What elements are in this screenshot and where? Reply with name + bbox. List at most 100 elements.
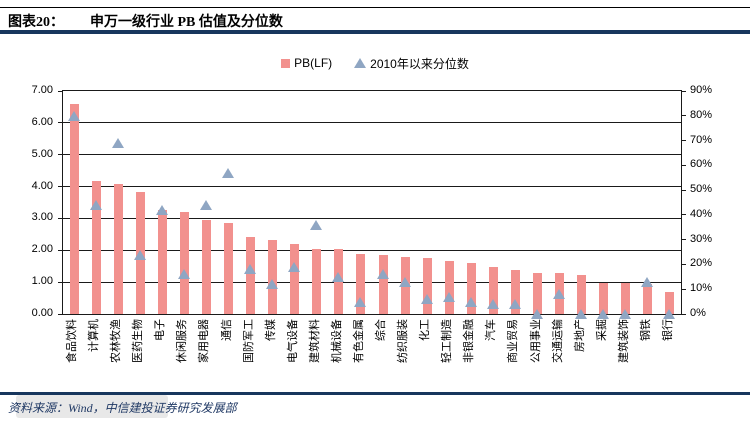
- legend-item-pb: PB(LF): [281, 56, 332, 70]
- x-axis-category-label: 非银金融: [463, 319, 476, 363]
- right-axis-tick-label: 0%: [690, 307, 706, 319]
- pb-bar: [91, 181, 101, 314]
- legend-label-percentile: 2010年以来分位数: [370, 56, 469, 71]
- percentile-marker-icon: [597, 309, 610, 319]
- x-axis-category-label: 休闲服务: [176, 319, 189, 363]
- x-axis-category-label: 综合: [375, 319, 388, 341]
- gridline: [63, 281, 681, 283]
- x-axis-category-label: 传媒: [264, 319, 277, 341]
- percentile-marker-icon: [199, 199, 212, 210]
- pb-bar: [599, 282, 609, 314]
- percentile-marker-icon: [376, 269, 389, 280]
- left-axis-tick: [58, 122, 62, 124]
- percentile-marker-icon: [531, 309, 544, 319]
- figure-title-bar: 图表20： 申万一级行业 PB 估值及分位数: [8, 11, 748, 30]
- figure-title: 申万一级行业 PB 估值及分位数: [90, 15, 283, 30]
- top-divider: [0, 7, 750, 8]
- triangle-series-swatch-icon: [354, 58, 367, 68]
- left-axis-tick-label: 3.00: [31, 211, 53, 224]
- right-axis-tick-label: 30%: [690, 232, 713, 245]
- right-axis-tick-label: 20%: [690, 257, 713, 270]
- watermark: [16, 395, 168, 418]
- x-axis-category-label: 化工: [419, 319, 432, 341]
- percentile-marker-icon: [222, 167, 235, 178]
- percentile-marker-icon: [266, 279, 279, 290]
- chart-legend: PB(LF) 2010年以来分位数: [0, 54, 750, 72]
- gridline: [63, 217, 681, 219]
- x-axis-category-label: 交通运输: [551, 319, 564, 363]
- percentile-marker-icon: [641, 276, 654, 287]
- x-axis-category-label: 银行: [661, 319, 674, 341]
- source-note: 资料来源：Wind，中信建投证券研究发展部: [8, 401, 237, 415]
- x-axis-category-label: 通信: [220, 319, 233, 341]
- x-axis-category-label: 建筑装饰: [617, 319, 630, 363]
- percentile-marker-icon: [486, 299, 499, 310]
- right-axis-tick-label: 80%: [690, 108, 713, 121]
- x-axis-category-label: 公用事业: [529, 319, 542, 363]
- right-axis-tick: [682, 189, 686, 191]
- left-axis-tick: [58, 313, 62, 315]
- right-axis-tick: [682, 115, 686, 117]
- x-axis-category-label: 汽车: [485, 319, 498, 341]
- left-axis-tick: [58, 90, 62, 92]
- pb-bar: [201, 220, 211, 314]
- x-axis-category-label: 建筑材料: [308, 319, 321, 363]
- x-axis-category-label: 采掘: [595, 319, 608, 341]
- percentile-marker-icon: [464, 296, 477, 307]
- right-axis-labels: 90% 80% 70% 60% 50% 40% 30% 20% 10% 0%: [687, 84, 747, 319]
- pb-bar: [533, 272, 543, 314]
- x-axis-category-label: 计算机: [88, 319, 101, 352]
- left-axis-tick-label: 7.00: [31, 84, 53, 96]
- right-axis-tick-label: 40%: [690, 207, 713, 220]
- percentile-marker-icon: [89, 199, 102, 210]
- left-axis-tick: [58, 249, 62, 251]
- percentile-marker-icon: [155, 204, 168, 215]
- pb-bar: [621, 283, 631, 314]
- x-axis-category-label: 纺织服装: [397, 319, 410, 363]
- bar-series-swatch-icon: [281, 58, 291, 68]
- gridline: [63, 249, 681, 251]
- pb-bar: [577, 275, 587, 314]
- left-axis-tick: [58, 186, 62, 188]
- percentile-marker-icon: [575, 309, 588, 319]
- pb-bar: [179, 212, 189, 314]
- left-axis-labels: 7.00 6.00 5.00 4.00 3.00 2.00 1.00 0.00: [0, 84, 56, 319]
- right-axis-tick-label: 10%: [690, 282, 713, 295]
- pb-bar: [69, 104, 79, 314]
- x-axis-labels: 食品饮料 计算机 农林牧渔 医药生物 电子 休闲服务 家用电器 通信 国防军工 传媒 电气设备 建筑材…: [62, 317, 680, 393]
- pb-bar: [224, 222, 234, 314]
- right-axis-tick: [682, 263, 686, 265]
- right-axis-tick: [682, 90, 686, 92]
- pb-bar: [422, 257, 432, 314]
- right-axis-tick-label: 50%: [690, 183, 713, 196]
- pb-bar: [378, 255, 388, 314]
- footer-rule: [0, 392, 750, 395]
- pb-bar: [113, 184, 123, 314]
- x-axis-category-label: 钢铁: [639, 319, 652, 341]
- x-axis-category-label: 食品饮料: [66, 319, 79, 363]
- percentile-marker-icon: [398, 276, 411, 287]
- x-axis-category-label: 电气设备: [286, 319, 299, 363]
- percentile-marker-icon: [663, 309, 676, 319]
- gridline: [63, 154, 681, 156]
- left-axis-tick-label: 4.00: [31, 179, 53, 192]
- gridline: [63, 122, 681, 124]
- x-axis-category-label: 国防军工: [242, 319, 255, 363]
- title-rule: [0, 30, 750, 34]
- x-axis-category-label: 有色金属: [352, 319, 365, 363]
- right-axis-tick-label: 90%: [690, 84, 713, 96]
- pb-bar: [290, 243, 300, 314]
- percentile-marker-icon: [442, 291, 455, 302]
- pb-bar: [510, 269, 520, 314]
- left-axis-tick-label: 0.00: [31, 307, 53, 319]
- left-axis-tick-label: 1.00: [31, 275, 53, 288]
- x-axis-category-label: 农林牧渔: [110, 319, 123, 363]
- x-axis-category-label: 家用电器: [198, 319, 211, 363]
- percentile-marker-icon: [508, 299, 521, 310]
- gridline: [63, 186, 681, 188]
- pb-bar: [665, 291, 675, 314]
- x-axis-category-label: 医药生物: [132, 319, 145, 363]
- percentile-marker-icon: [111, 138, 124, 149]
- plot-area: [58, 90, 686, 319]
- right-axis-tick: [682, 214, 686, 216]
